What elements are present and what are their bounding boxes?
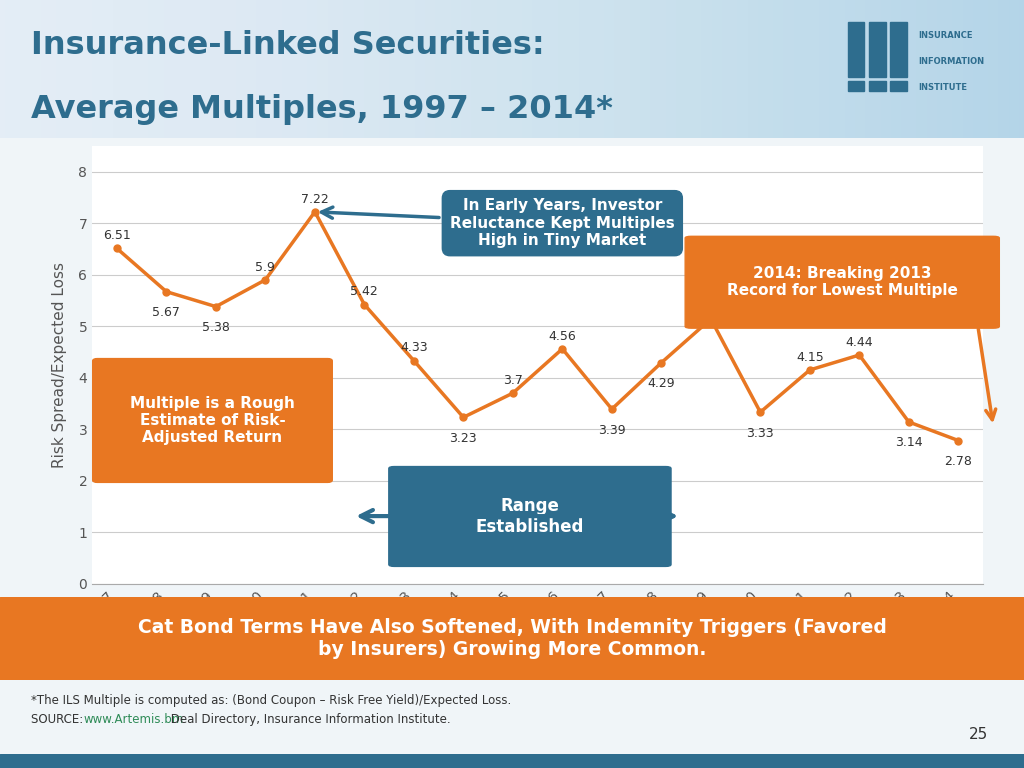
Text: INFORMATION: INFORMATION [919,57,984,66]
Text: www.Artemis.bm: www.Artemis.bm [84,713,184,726]
Bar [848,22,864,77]
Text: Deal Directory, Insurance Information Institute.: Deal Directory, Insurance Information In… [167,713,451,726]
Text: *The ILS Multiple is computed as: (Bond Coupon – Risk Free Yield)/Expected Loss.: *The ILS Multiple is computed as: (Bond … [31,694,511,707]
Text: 2014: Breaking 2013
Record for Lowest Multiple: 2014: Breaking 2013 Record for Lowest Mu… [727,266,957,299]
Text: 7.22: 7.22 [301,193,329,206]
Text: 4.44: 4.44 [846,336,873,349]
Bar [869,22,886,77]
Text: 2.78: 2.78 [944,455,972,468]
FancyBboxPatch shape [92,359,332,482]
Text: Insurance-Linked Securities:: Insurance-Linked Securities: [31,31,545,61]
Text: INSTITUTE: INSTITUTE [919,83,968,92]
Bar [891,22,907,77]
Text: 3.7: 3.7 [503,374,523,387]
Text: 4.56: 4.56 [549,329,577,343]
Text: INSURANCE: INSURANCE [919,31,973,40]
FancyBboxPatch shape [685,237,999,328]
Bar [848,81,864,91]
Text: Range
Established: Range Established [476,497,584,536]
Bar [891,81,907,91]
Text: 4.33: 4.33 [400,342,428,355]
Text: 25: 25 [969,727,988,742]
Text: 4.15: 4.15 [796,351,823,364]
Text: 3.33: 3.33 [746,426,774,439]
Text: 5.42: 5.42 [350,286,378,298]
Y-axis label: Risk Spread/Expected Loss: Risk Spread/Expected Loss [52,262,68,468]
Text: Multiple is a Rough
Estimate of Risk-
Adjusted Return: Multiple is a Rough Estimate of Risk- Ad… [130,396,295,445]
Text: 3.23: 3.23 [450,432,477,445]
Text: 5.67: 5.67 [153,306,180,319]
Text: 5.9: 5.9 [255,260,275,273]
Bar [869,81,886,91]
Text: 3.39: 3.39 [598,423,626,436]
Text: SOURCE:: SOURCE: [31,713,87,726]
Text: 3.14: 3.14 [895,436,923,449]
FancyBboxPatch shape [389,467,671,567]
Text: Cat Bond Terms Have Also Softened, With Indemnity Triggers (Favored
by Insurers): Cat Bond Terms Have Also Softened, With … [137,617,887,659]
Text: 5.14: 5.14 [697,300,725,313]
Text: In Early Years, Investor
Reluctance Kept Multiples
High in Tiny Market: In Early Years, Investor Reluctance Kept… [322,198,675,248]
Text: 6.51: 6.51 [103,229,131,242]
Text: 5.38: 5.38 [202,321,229,334]
Text: 4.29: 4.29 [647,377,675,390]
Text: Average Multiples, 1997 – 2014*: Average Multiples, 1997 – 2014* [31,94,612,125]
